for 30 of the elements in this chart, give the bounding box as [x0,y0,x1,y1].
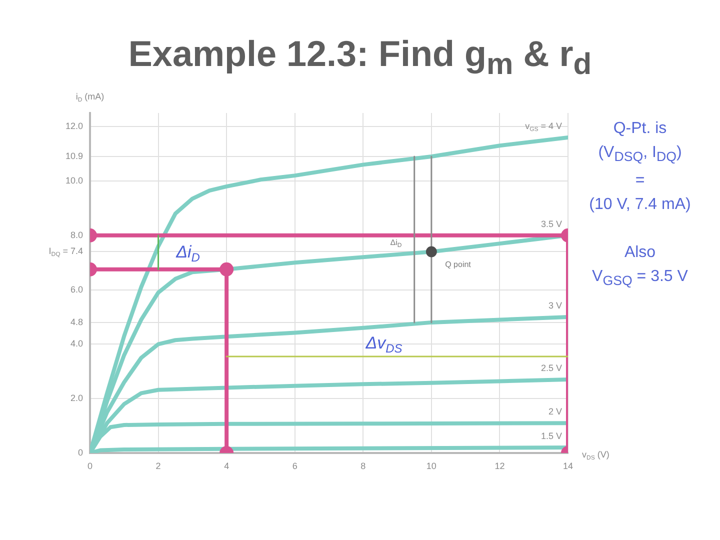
y-tick-label: 10.9 [65,151,84,162]
y-tick-label: 6.0 [70,284,84,294]
series-label: 3.5 V [540,218,562,229]
x-tick-label: 10 [426,460,436,471]
y-tick-label: 4.8 [70,316,84,327]
text: Also [623,243,657,264]
text: (V$_{DSQ}$, I$_{DQ}$) [597,143,683,166]
y-tick-label: 0 [78,447,84,458]
text: = [634,171,646,192]
text: V$_{GSQ}$ = 3.5 V [591,267,689,290]
series-label: 1.5 V [540,431,562,442]
chart-title: Example 12.3: Find g$_{m}$ & r$_{d}$ [127,33,593,82]
series-label: 3 V [548,300,562,310]
y-tick-label: 2.0 [70,393,84,404]
series-label: 2.5 V [540,363,562,374]
annotation: Q point [445,260,472,270]
x-tick-label: 0 [87,460,93,471]
x-tick-label: 6 [292,460,298,471]
x-tick-label: 8 [360,460,366,471]
x-tick-label: 14 [562,460,574,471]
x-tick-label: 12 [494,460,505,471]
y-tick-label: 10.0 [65,175,84,186]
x-tick-label: 4 [224,460,230,471]
text: Q-Pt. is [612,119,668,139]
y-tick-label: 12.0 [65,121,84,132]
x-tick-label: 2 [156,460,161,471]
y-tick-label: 8.0 [70,230,84,240]
y-tick-label: 4.0 [70,338,84,349]
text: (10 V, 7.4 mA) [588,195,692,216]
series-label: 2 V [548,406,562,417]
